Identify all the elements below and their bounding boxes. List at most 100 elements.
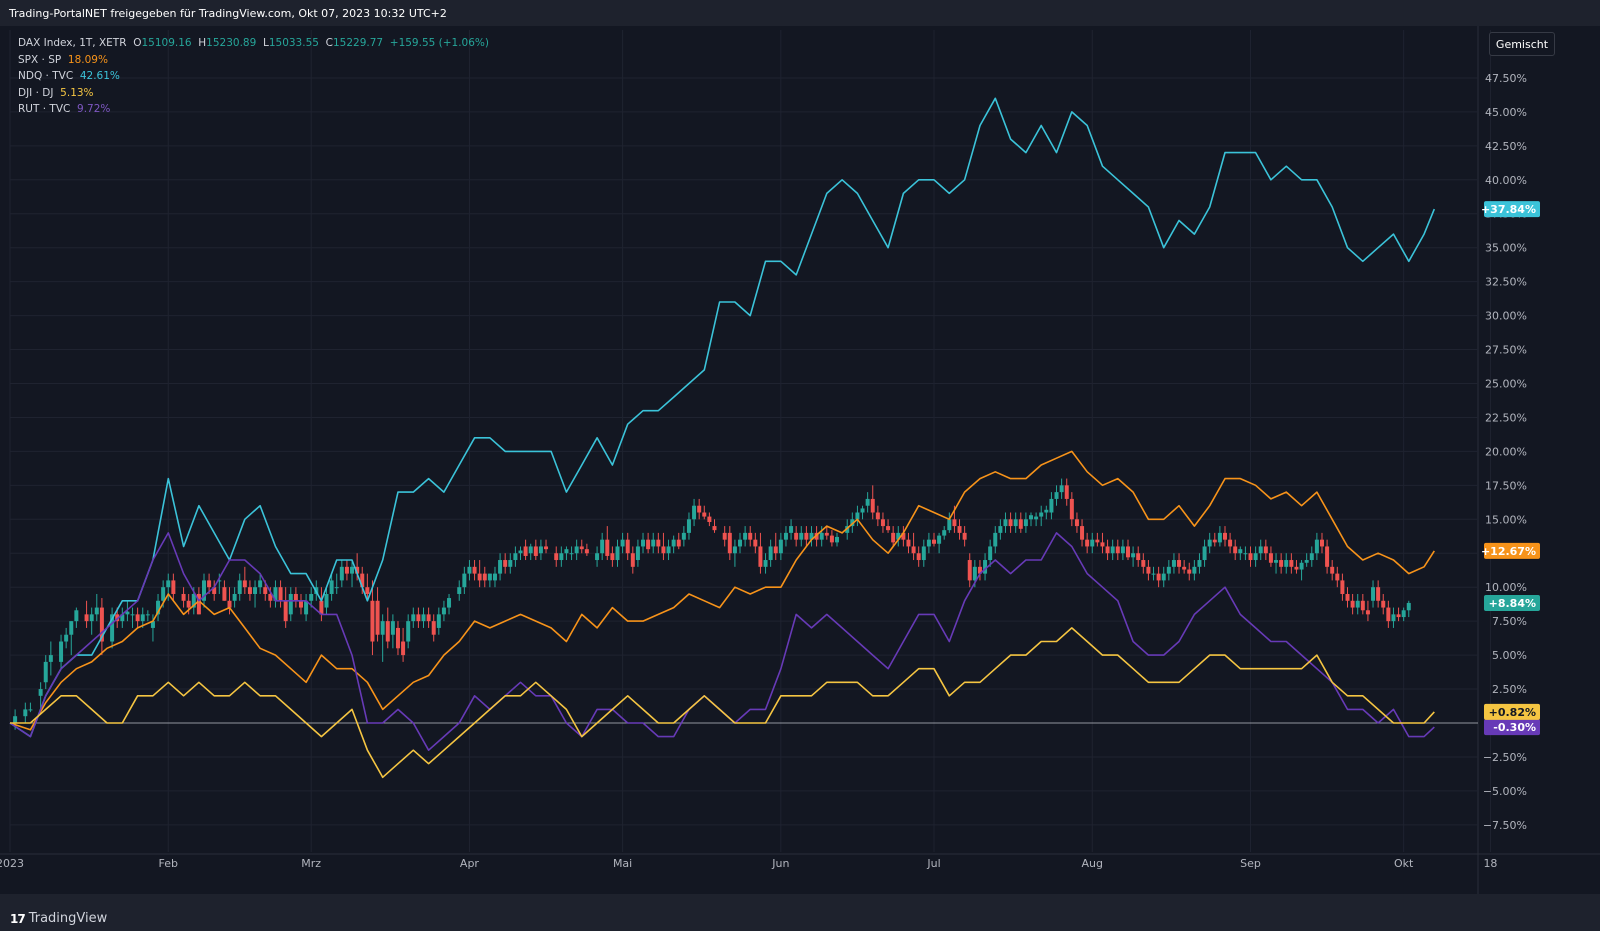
candle	[957, 519, 962, 540]
last-label-box	[1484, 201, 1540, 218]
candle-body	[610, 553, 615, 561]
candle	[1171, 553, 1176, 574]
y-tick-label: 7.50%	[1492, 615, 1527, 628]
candle-body	[932, 539, 937, 544]
legend-open-value: 15109.16	[141, 37, 192, 49]
legend-row-ndq[interactable]: NDQ · TVC 42.61%	[18, 68, 489, 85]
candle	[380, 614, 385, 662]
candle	[896, 526, 901, 547]
candle	[814, 526, 819, 547]
candle-body	[564, 549, 569, 554]
candle-body	[1034, 516, 1039, 520]
candle-body	[1131, 553, 1136, 558]
candle	[1064, 478, 1069, 506]
y-tick-label: 30.00%	[1485, 310, 1527, 323]
candle-body	[350, 566, 355, 574]
price-axis[interactable]: 47.50%45.00%42.50%40.00%37.50%35.00%32.5…	[1483, 72, 1527, 832]
candle	[319, 587, 324, 622]
candle	[1360, 593, 1365, 615]
candle	[901, 526, 906, 547]
candle	[962, 526, 967, 547]
y-tick-label: 42.50%	[1485, 140, 1527, 153]
legend-row-spx[interactable]: SPX · SP 18.09%	[18, 52, 489, 69]
candle-body	[1212, 539, 1217, 543]
candle-body	[998, 526, 1003, 533]
candle	[646, 532, 651, 554]
candle-body	[625, 539, 630, 554]
candle	[1248, 546, 1253, 567]
candle	[1299, 560, 1304, 581]
candle-body	[69, 621, 74, 635]
series-line-ndq	[9, 97, 1436, 738]
candle	[656, 532, 661, 554]
candle-body	[916, 553, 921, 561]
candle-body	[508, 560, 513, 567]
candle	[998, 519, 1003, 540]
candle-body	[1258, 546, 1263, 554]
candle	[1304, 553, 1309, 567]
candle-body	[390, 621, 395, 635]
candle-body	[1330, 566, 1335, 574]
candle	[1253, 546, 1258, 567]
candle-body	[993, 532, 998, 547]
candle	[610, 546, 615, 567]
scale-mode-button[interactable]: Gemischt	[1489, 32, 1555, 56]
y-tick-label: −7.50%	[1483, 819, 1527, 832]
candle-body	[1340, 580, 1345, 594]
candle	[110, 607, 115, 649]
candle-body	[1238, 549, 1243, 554]
candle	[1217, 526, 1222, 547]
time-axis[interactable]: 2023 Feb Mrz Apr Mai Jun Jul Aug Sep Okt 18	[0, 857, 1497, 870]
x-tick-label: Mai	[613, 857, 632, 870]
candle	[1330, 560, 1335, 581]
series-line-rut	[9, 532, 1435, 751]
candle	[544, 539, 549, 554]
candle-body	[1141, 560, 1146, 567]
legend-ndq-value: 42.61%	[79, 70, 120, 83]
candle-body	[1253, 553, 1258, 561]
candle-body	[1166, 566, 1171, 574]
candle	[150, 614, 155, 642]
candle-body	[538, 546, 543, 554]
candle-body	[1039, 512, 1044, 517]
candle-body	[789, 526, 794, 533]
candle	[411, 607, 416, 628]
y-tick-label: 35.00%	[1485, 242, 1527, 255]
candle-body	[819, 532, 824, 540]
legend-row-rut[interactable]: RUT · TVC 9.72%	[18, 101, 489, 118]
candle-body	[1268, 553, 1273, 563]
candle	[426, 607, 431, 628]
candle-body	[1064, 485, 1069, 499]
candle	[436, 607, 441, 635]
candle	[1335, 566, 1340, 588]
candle	[1161, 566, 1166, 588]
candle	[140, 607, 145, 628]
legend-row-dji[interactable]: DJI · DJ 5.13%	[18, 85, 489, 102]
candle	[273, 580, 278, 608]
candle	[666, 539, 671, 561]
candle-body	[477, 573, 482, 581]
candle-body	[1233, 546, 1238, 554]
candle-body	[1217, 532, 1222, 543]
candle-body	[748, 532, 753, 540]
candle-body	[697, 505, 702, 513]
candle	[283, 587, 288, 628]
candle-body	[1304, 560, 1309, 563]
candle-body	[181, 593, 186, 601]
candle-body	[380, 621, 385, 635]
candle	[1049, 492, 1054, 520]
legend-main-row[interactable]: DAX Index, 1T, XETR O15109.16 H15230.89 …	[18, 35, 489, 52]
candle-body	[401, 641, 406, 656]
legend-open-key: O	[133, 37, 142, 49]
candle	[727, 526, 732, 561]
tradingview-logo[interactable]: 17 TradingView	[10, 911, 107, 926]
y-tick-label: 17.50%	[1485, 479, 1527, 492]
candle	[64, 627, 69, 649]
candle-body	[554, 553, 559, 561]
candle-body	[926, 539, 931, 547]
candle-body	[1095, 539, 1100, 543]
last-label-spx: +12.67%	[1481, 542, 1540, 559]
candle	[518, 546, 523, 561]
x-tick-label: Okt	[1394, 857, 1414, 870]
